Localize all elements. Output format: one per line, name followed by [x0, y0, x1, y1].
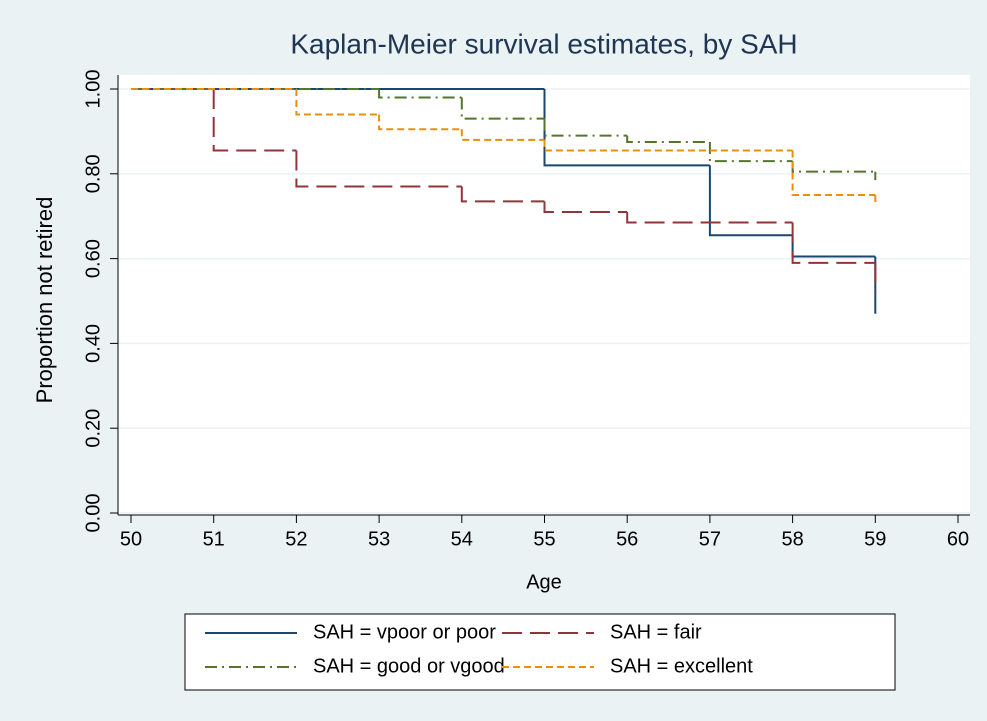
legend-box — [184, 613, 896, 691]
x-tick-label: 54 — [451, 528, 473, 550]
x-tick-label: 57 — [699, 528, 721, 550]
chart-title: Kaplan-Meier survival estimates, by SAH — [290, 28, 797, 59]
x-tick-label: 59 — [864, 528, 886, 550]
survival-step — [378, 114, 462, 131]
survival-step — [295, 89, 380, 116]
legend-label: SAH = vpoor or poor — [313, 621, 496, 643]
y-tick-label: 0.00 — [82, 494, 104, 533]
survival-step — [543, 201, 628, 213]
x-tick-label: 52 — [285, 528, 307, 550]
survival-step — [460, 186, 545, 203]
survival-step — [708, 142, 793, 163]
x-tick-label: 55 — [533, 528, 555, 550]
survival-step — [460, 97, 545, 120]
x-tick-label: 51 — [203, 528, 225, 550]
y-tick-label: 1.00 — [82, 70, 104, 109]
x-tick-label: 58 — [781, 528, 803, 550]
x-tick-label: 56 — [616, 528, 638, 550]
survival-step — [791, 150, 876, 196]
y-tick-label: 0.80 — [82, 154, 104, 193]
legend-label: SAH = excellent — [610, 655, 753, 677]
survival-step — [791, 222, 876, 264]
x-axis-title: Age — [526, 571, 562, 593]
y-tick-label: 0.60 — [82, 239, 104, 278]
survival-step — [708, 165, 793, 237]
y-tick-label: 0.40 — [82, 324, 104, 363]
x-tick-label: 53 — [368, 528, 390, 550]
survival-step — [626, 211, 793, 224]
survival-step — [460, 129, 545, 141]
x-tick-label: 50 — [120, 528, 142, 550]
survival-step — [295, 150, 462, 188]
survival-step — [543, 139, 793, 152]
survival-step — [543, 118, 628, 137]
survival-step — [543, 89, 710, 167]
legend-label: SAH = good or vgood — [313, 655, 505, 677]
survival-step — [626, 135, 710, 143]
survival-step — [378, 89, 462, 99]
y-tick-label: 0.20 — [82, 409, 104, 448]
x-tick-label: 60 — [947, 528, 969, 550]
legend-label: SAH = fair — [610, 621, 702, 643]
survival-step — [212, 89, 297, 152]
y-axis-title: Proportion not retired — [32, 197, 57, 404]
